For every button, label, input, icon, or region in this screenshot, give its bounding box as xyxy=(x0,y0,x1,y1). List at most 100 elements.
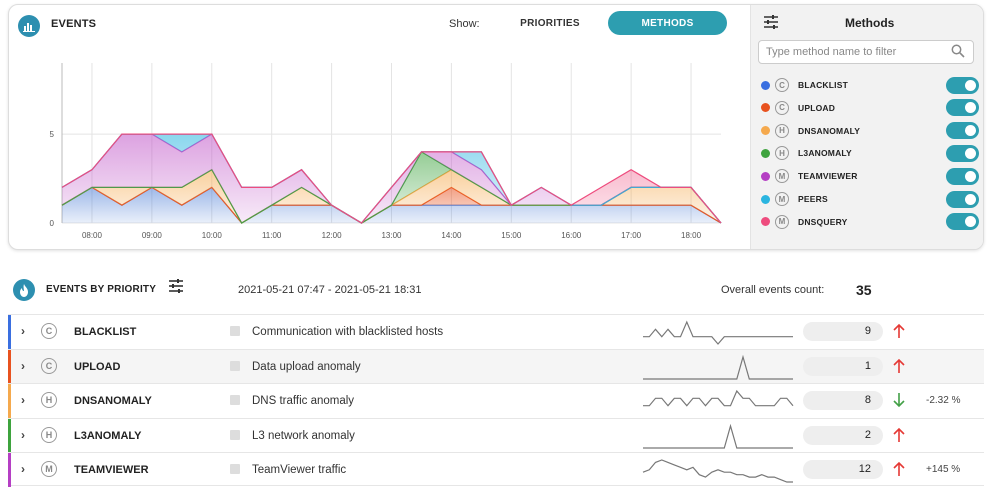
chevron-right-icon[interactable]: › xyxy=(21,358,25,373)
method-color-dot xyxy=(761,194,770,204)
line-dnsquery xyxy=(61,133,722,224)
chevron-right-icon[interactable]: › xyxy=(21,427,25,442)
method-name: TEAMVIEWER xyxy=(798,171,858,182)
method-toggle[interactable] xyxy=(946,99,979,117)
event-count: 8 xyxy=(803,391,883,410)
event-count: 2 xyxy=(803,425,883,445)
method-type-badge: H xyxy=(41,426,57,443)
priority-row-l3anomaly[interactable]: › H L3ANOMALY L3 network anomaly 2 xyxy=(8,417,984,453)
method-name: PEERS xyxy=(798,194,828,204)
priority-method-name: L3ANOMALY xyxy=(74,429,142,442)
priority-filter-icon[interactable] xyxy=(168,279,184,298)
method-toggle[interactable] xyxy=(946,144,979,162)
method-toggle[interactable] xyxy=(946,190,979,208)
method-row-dnsanomaly: H DNSANOMALY xyxy=(761,121,979,141)
chevron-right-icon[interactable]: › xyxy=(21,393,25,407)
chevron-right-icon[interactable]: › xyxy=(21,462,25,476)
method-toggle[interactable] xyxy=(946,213,979,231)
flame-icon xyxy=(13,279,35,301)
methods-panel: Methods C BLACKLIST C UPLOAD H DNSANOMALY H L3A… xyxy=(750,5,983,249)
methods-panel-title: Methods xyxy=(845,16,895,30)
priority-row-blacklist[interactable]: › C BLACKLIST Communication with blackliste… xyxy=(8,314,984,349)
method-toggle[interactable] xyxy=(946,122,979,140)
priority-description: Communication with blacklisted hosts xyxy=(252,326,444,338)
filter-sliders-icon[interactable] xyxy=(763,15,779,34)
y-tick-label: 5 xyxy=(50,130,55,139)
priority-color-bar xyxy=(8,315,11,349)
priority-color-bar xyxy=(8,453,11,487)
date-range: 2021-05-21 07:47 - 2021-05-21 18:31 xyxy=(238,284,422,296)
x-tick-label: 18:00 xyxy=(681,231,702,240)
priority-method-name: BLACKLIST xyxy=(74,326,137,338)
arrow-up-icon xyxy=(893,358,905,373)
chart-small-icon xyxy=(230,360,240,371)
arrow-up-icon xyxy=(893,427,905,442)
sparkline xyxy=(643,354,793,380)
method-type-badge: H xyxy=(41,392,57,408)
method-type-badge: M xyxy=(775,169,789,184)
priority-row-teamviewer[interactable]: › M TEAMVIEWER TeamViewer traffic 12 +145 % xyxy=(8,452,984,487)
overall-events-label: Overall events count: xyxy=(721,284,825,296)
method-toggle[interactable] xyxy=(946,167,979,185)
priorities-button[interactable]: PRIORITIES xyxy=(520,17,580,29)
x-tick-label: 16:00 xyxy=(561,231,582,240)
method-name: UPLOAD xyxy=(798,102,836,113)
sparkline-path xyxy=(643,389,794,407)
chart-small-icon xyxy=(230,326,240,336)
sparkline xyxy=(643,320,793,345)
chevron-right-icon[interactable]: › xyxy=(21,324,25,338)
x-tick-label: 15:00 xyxy=(501,231,522,240)
method-type-badge: C xyxy=(41,323,57,339)
method-type-badge: M xyxy=(41,461,57,477)
priority-row-upload[interactable]: › C UPLOAD Data upload anomaly 1 xyxy=(8,348,984,384)
overall-events-count: 35 xyxy=(856,282,872,298)
x-tick-label: 08:00 xyxy=(82,231,103,240)
method-filter-input[interactable] xyxy=(758,40,974,64)
method-name: BLACKLIST xyxy=(798,80,848,90)
method-name: DNSANOMALY xyxy=(798,125,861,136)
events-title: EVENTS xyxy=(51,18,97,30)
sparkline xyxy=(643,389,794,407)
method-row-peers: M PEERS xyxy=(761,189,979,209)
x-tick-label: 10:00 xyxy=(202,231,223,240)
method-color-dot xyxy=(761,217,770,227)
x-tick-label: 11:00 xyxy=(262,231,282,240)
x-tick-label: 17:00 xyxy=(621,231,642,240)
priority-row-dnsanomaly[interactable]: › H DNSANOMALY DNS traffic anomaly 8 -2.32 % xyxy=(8,383,984,418)
sparkline-path xyxy=(643,320,793,345)
chart-small-icon xyxy=(230,464,240,474)
event-count: 1 xyxy=(803,356,883,376)
search-icon xyxy=(951,44,965,63)
y-tick-label: 0 xyxy=(50,219,55,228)
method-name: L3ANOMALY xyxy=(798,148,852,159)
arrow-up-icon xyxy=(893,461,905,476)
area-dnsanomaly xyxy=(62,169,721,223)
priority-method-name: UPLOAD xyxy=(74,360,121,373)
priority-title: EVENTS BY PRIORITY xyxy=(46,284,157,295)
priority-method-name: DNSANOMALY xyxy=(74,395,152,407)
sparkline xyxy=(643,423,793,449)
method-color-dot xyxy=(761,80,770,90)
chart-small-icon xyxy=(230,395,240,405)
priority-description: L3 network anomaly xyxy=(252,429,355,442)
area-teamviewer xyxy=(62,134,721,223)
sparkline-path xyxy=(643,423,793,449)
method-toggle[interactable] xyxy=(946,76,979,94)
events-card: EVENTS Show: PRIORITIES METHODS 08:00 09:… xyxy=(8,4,984,250)
priority-color-bar xyxy=(8,418,11,453)
method-row-dnsquery: M DNSQUERY xyxy=(761,212,979,232)
sparkline xyxy=(642,459,793,483)
method-type-badge: M xyxy=(775,192,789,206)
sparkline-path xyxy=(643,354,793,380)
change-percent: -2.32 % xyxy=(926,395,961,406)
priority-color-bar xyxy=(8,384,11,418)
methods-button[interactable]: METHODS xyxy=(608,11,727,35)
x-tick-label: 12:00 xyxy=(322,231,343,240)
method-name: DNSQUERY xyxy=(798,216,848,227)
arrow-down-icon xyxy=(893,393,905,408)
priority-description: TeamViewer traffic xyxy=(252,464,347,476)
x-tick-label: 14:00 xyxy=(441,231,462,240)
show-label: Show: xyxy=(449,18,480,30)
arrow-up-icon xyxy=(893,323,905,338)
method-color-dot xyxy=(761,103,770,113)
